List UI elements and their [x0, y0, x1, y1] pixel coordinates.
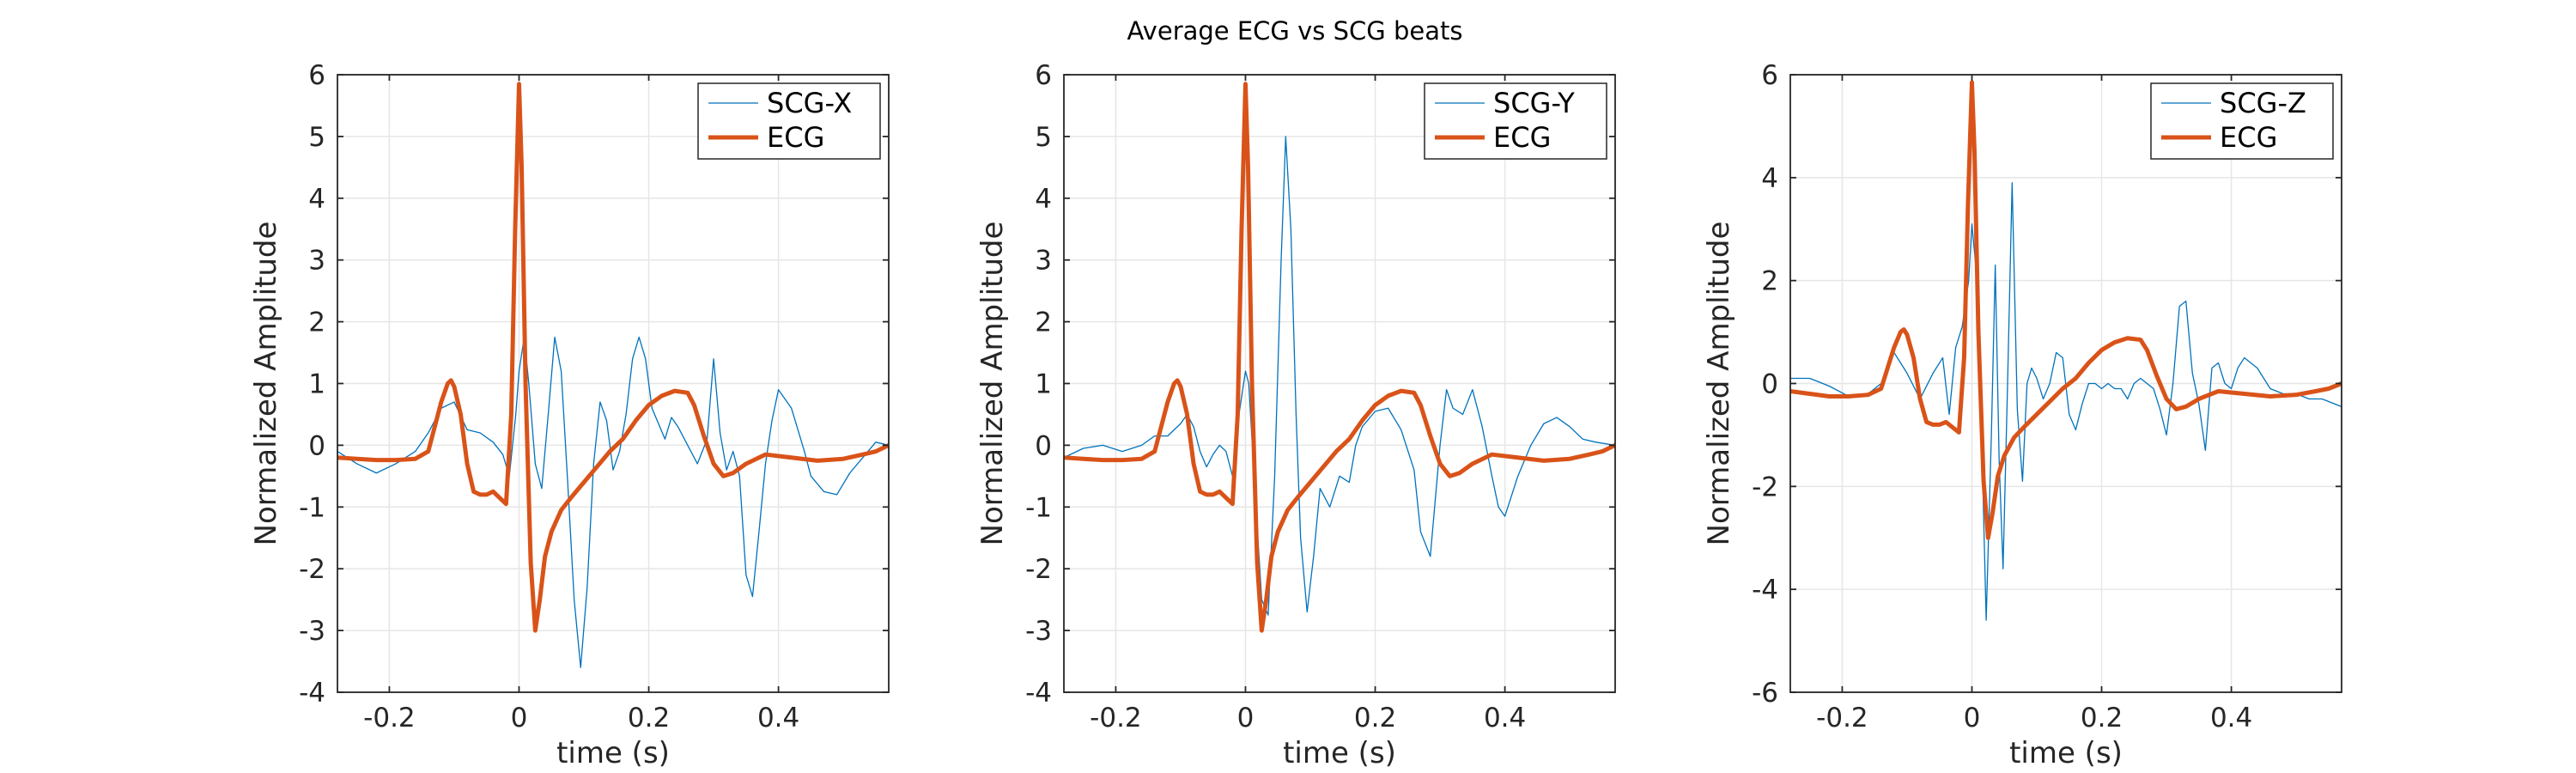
x-tick-label: 0: [1237, 703, 1255, 733]
chart-panel-2: -0.2 0 0.2 0.4 -4 -3 -2 -1 0 1 2 3 4 5 6 time (s) Normal…: [975, 60, 1616, 770]
y-tick-label: 4: [1761, 163, 1778, 194]
x-tick-label: -0.2: [363, 703, 416, 733]
y-tick-label: 2: [308, 307, 325, 338]
x-axis-label: time (s): [556, 736, 670, 770]
y-tick-label: 0: [1035, 430, 1052, 461]
legend-box: [1424, 82, 1607, 160]
x-tick-label: 0.4: [757, 703, 799, 733]
x-tick-label: 0: [511, 703, 528, 733]
series-line-ecg: [1064, 82, 1615, 633]
y-tick-label: -3: [299, 616, 325, 647]
y-tick-label: -4: [1025, 678, 1052, 709]
legend-label: SCG-X: [767, 87, 852, 119]
series-line-ecg: [337, 82, 889, 633]
y-tick-label: 6: [1035, 60, 1052, 91]
x-tick-label: 0: [1964, 703, 1981, 733]
y-tick-label: -2: [299, 554, 325, 585]
legend-label: SCG-Z: [2220, 87, 2306, 119]
y-tick-label: 4: [308, 184, 325, 215]
y-tick-label: 0: [308, 430, 325, 461]
y-tick-label: 2: [1761, 266, 1778, 297]
legend-label: SCG-Y: [1493, 87, 1575, 119]
x-tick-label: -0.2: [1816, 703, 1868, 733]
y-tick-label: -2: [1025, 554, 1052, 585]
y-tick-label: 3: [1035, 246, 1052, 277]
legend-box: [2150, 82, 2334, 160]
series-line-scg-y: [1064, 136, 1615, 616]
y-tick-label: -4: [299, 678, 325, 709]
chart-panel-1: -0.2 0 0.2 0.4 -4 -3 -2 -1 0 1 2 3 4 5 6 time (s) Normal…: [249, 60, 890, 770]
x-tick-label: 0.2: [628, 703, 670, 733]
y-tick-label: 5: [1035, 122, 1052, 153]
y-tick-label: -1: [299, 492, 325, 523]
x-tick-label: 0.2: [1354, 703, 1396, 733]
series-line-ecg: [1790, 80, 2342, 540]
x-tick-label: 0.4: [1484, 703, 1526, 733]
y-tick-label: 6: [308, 60, 325, 91]
figure-title: Average ECG vs SCG beats: [1127, 16, 1463, 46]
y-tick-label: 6: [1761, 60, 1778, 91]
y-tick-label: 5: [308, 122, 325, 153]
x-axis-label: time (s): [2009, 736, 2123, 770]
legend-box: [697, 82, 881, 160]
y-tick-label: -3: [1025, 616, 1052, 647]
y-axis-label: Normalized Amplitude: [1702, 222, 1736, 546]
y-tick-label: -2: [1752, 472, 1778, 502]
x-tick-label: 0.2: [2081, 703, 2123, 733]
y-axis-label: Normalized Amplitude: [249, 222, 283, 546]
y-tick-label: 3: [308, 246, 325, 277]
series-line-scg-x: [337, 336, 889, 668]
y-tick-label: 2: [1035, 307, 1052, 338]
y-tick-label: -1: [1025, 492, 1052, 523]
legend-label: ECG: [767, 121, 824, 154]
series-line-scg-z: [1790, 182, 2342, 621]
x-tick-label: -0.2: [1090, 703, 1142, 733]
y-axis-label: Normalized Amplitude: [975, 222, 1010, 546]
y-tick-label: 1: [1035, 369, 1052, 400]
x-axis-label: time (s): [1283, 736, 1396, 770]
y-tick-label: -6: [1752, 678, 1778, 709]
x-tick-label: 0.4: [2210, 703, 2252, 733]
legend-label: ECG: [2220, 121, 2277, 154]
y-tick-label: 0: [1761, 369, 1778, 400]
y-tick-label: 4: [1035, 184, 1052, 215]
chart-panel-3: -0.2 0 0.2 0.4 -6 -4 -2 0 2 4 6 time (s) Normalized …: [1702, 60, 2342, 770]
y-tick-label: -4: [1752, 575, 1778, 606]
y-tick-label: 1: [308, 369, 325, 400]
legend-label: ECG: [1493, 121, 1551, 154]
